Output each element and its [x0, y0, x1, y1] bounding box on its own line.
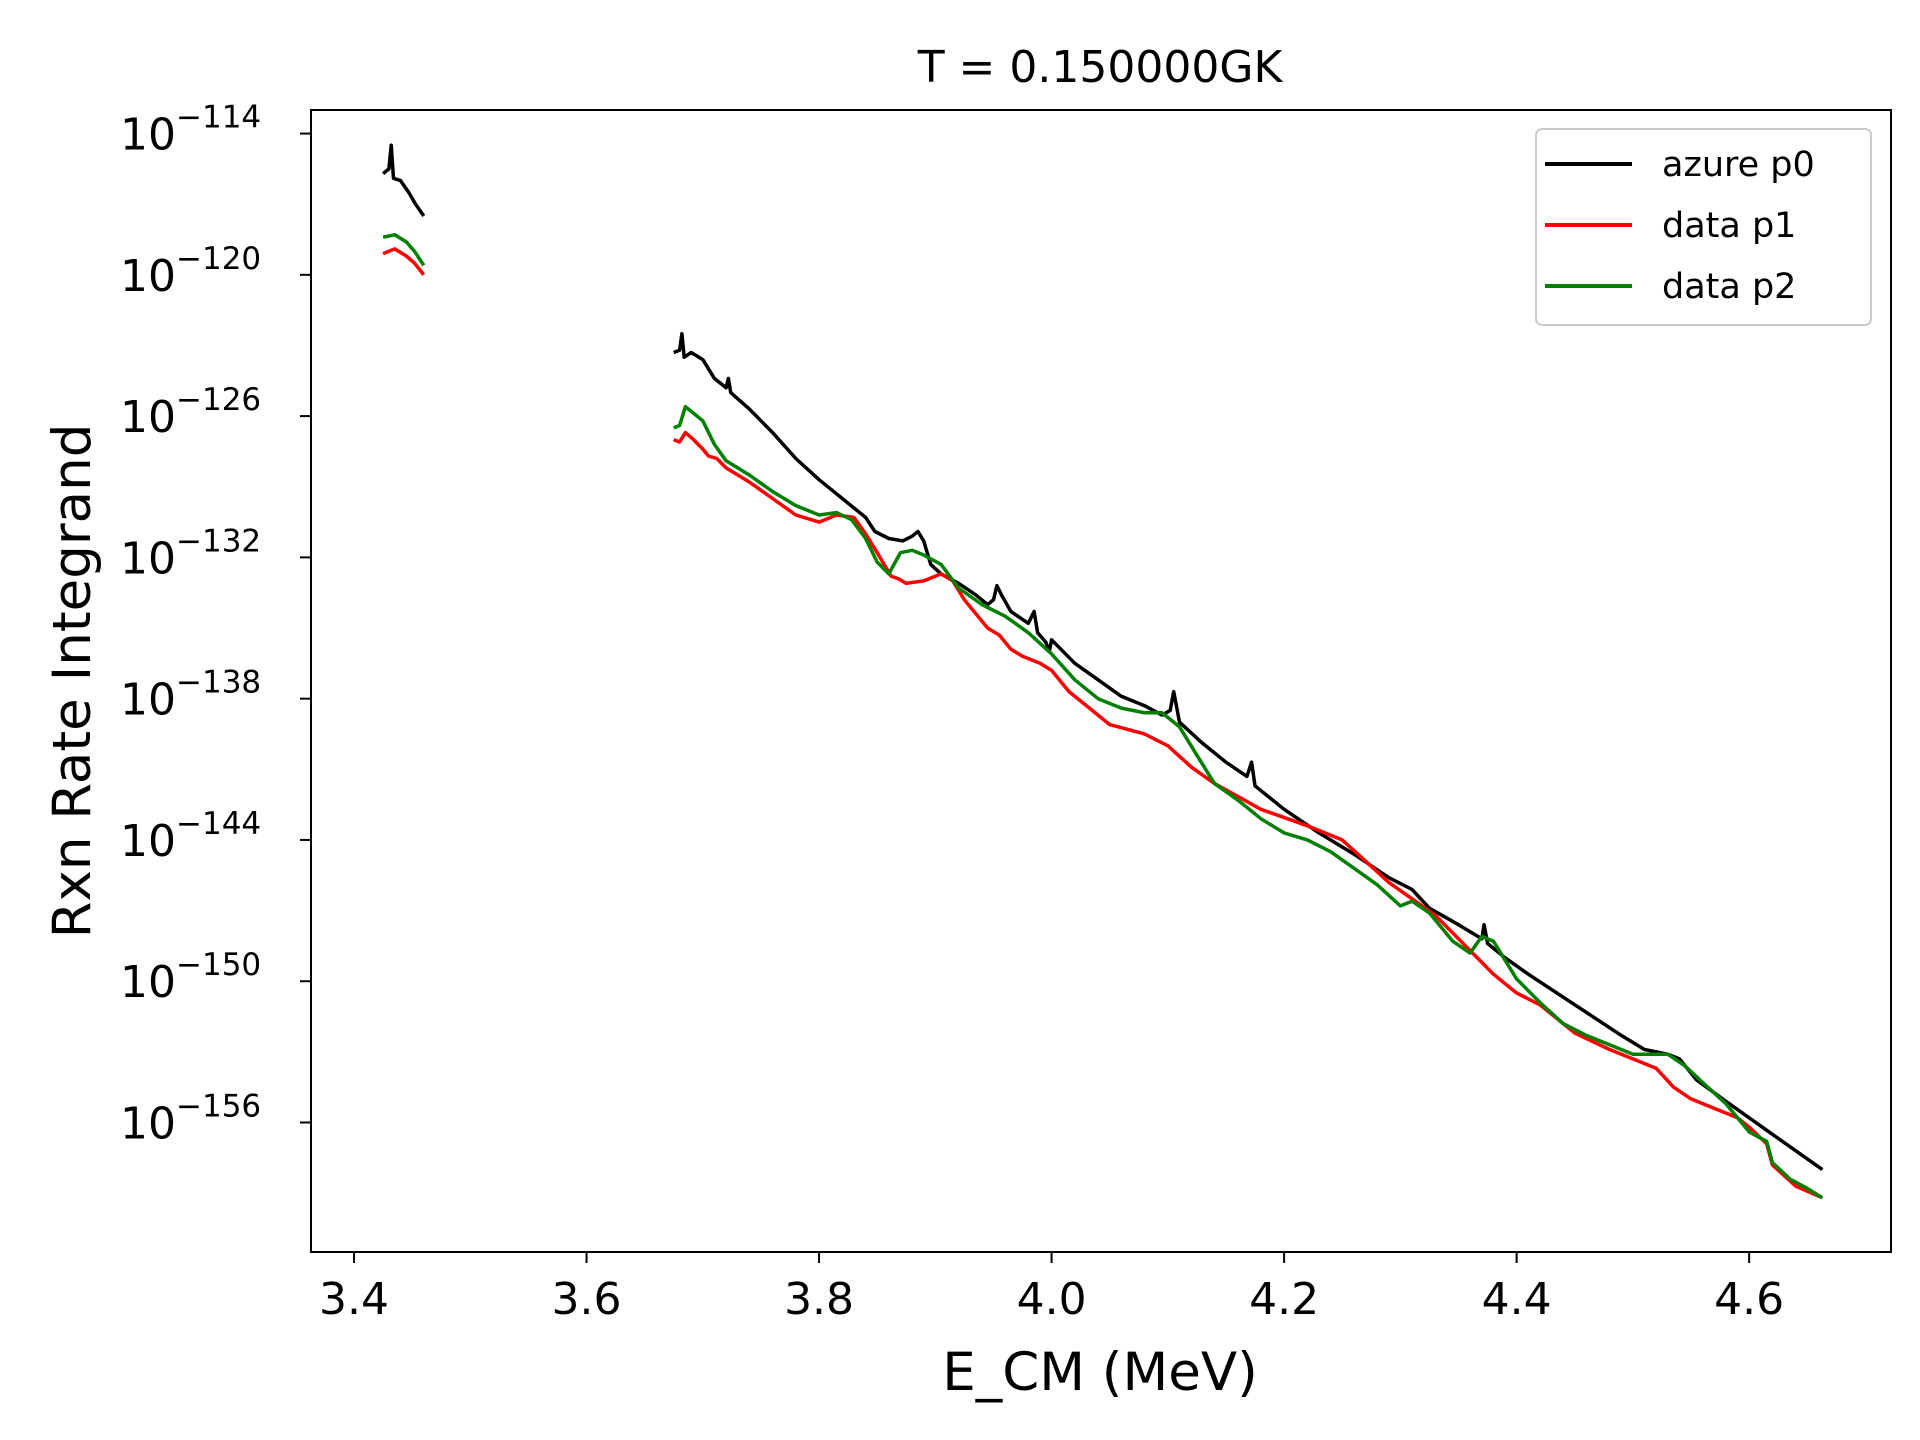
legend-label: data p1 — [1662, 206, 1796, 246]
y-tick-exponent: −156 — [176, 1088, 261, 1124]
y-tick-base: 10 — [120, 1098, 176, 1149]
series-line-1-segment-1 — [381, 143, 426, 217]
y-tick-label: 10−126 — [120, 382, 261, 443]
x-axis-title: E_CM (MeV) — [942, 1342, 1258, 1403]
y-tick-base: 10 — [120, 675, 176, 726]
y-tick-label: 10−120 — [120, 241, 261, 302]
legend-label: azure p0 — [1662, 145, 1815, 185]
y-tick-base: 10 — [120, 392, 176, 443]
x-tick-label: 3.8 — [784, 1274, 854, 1325]
x-tick-label: 4.0 — [1017, 1274, 1087, 1325]
series-line-2-segment-2 — [673, 430, 1824, 1200]
legend-box — [1535, 128, 1872, 326]
y-tick-label: 10−156 — [120, 1088, 261, 1149]
y-tick-label: 10−138 — [120, 665, 261, 726]
legend: azure p0 data p1 data p2 — [1535, 128, 1872, 326]
chart-title: T = 0.150000GK — [917, 42, 1284, 93]
y-tick-exponent: −138 — [176, 665, 261, 701]
y-tick-exponent: −126 — [176, 382, 261, 418]
y-tick-base: 10 — [120, 110, 176, 161]
y-tick-base: 10 — [120, 251, 176, 302]
x-tick-label: 3.6 — [552, 1274, 622, 1325]
y-tick-base: 10 — [120, 533, 176, 584]
y-tick-base: 10 — [120, 816, 176, 867]
plot-area-frame — [310, 109, 1892, 1253]
x-tick-label: 4.2 — [1249, 1274, 1319, 1325]
y-tick-label: 10−150 — [120, 947, 261, 1008]
x-tick-label: 4.6 — [1714, 1274, 1784, 1325]
y-tick-exponent: −132 — [176, 523, 261, 559]
x-tick-label: 4.4 — [1482, 1274, 1552, 1325]
y-tick-label: 10−114 — [120, 100, 261, 161]
plot-series-group — [381, 143, 1824, 1200]
y-tick-exponent: −114 — [176, 100, 261, 136]
y-tick-label: 10−132 — [120, 523, 261, 584]
x-tick-label: 3.4 — [319, 1274, 389, 1325]
y-tick-exponent: −120 — [176, 241, 261, 277]
y-axis-title: Rxn Rate Integrand — [42, 424, 103, 939]
y-axis: 10−11410−12010−12610−13210−13810−14410−1… — [120, 100, 311, 1149]
y-tick-exponent: −150 — [176, 947, 261, 983]
series-line-3-segment-1 — [382, 233, 426, 267]
series-line-3-segment-2 — [673, 404, 1824, 1200]
y-tick-base: 10 — [120, 957, 176, 1008]
x-axis: 3.4 3.6 3.8 4.0 4.2 4.4 4.6 — [319, 1252, 1784, 1325]
series-line-2-segment-1 — [382, 247, 426, 276]
legend-label: data p2 — [1662, 267, 1796, 307]
y-tick-exponent: −144 — [176, 806, 261, 842]
y-tick-label: 10−144 — [120, 806, 261, 867]
